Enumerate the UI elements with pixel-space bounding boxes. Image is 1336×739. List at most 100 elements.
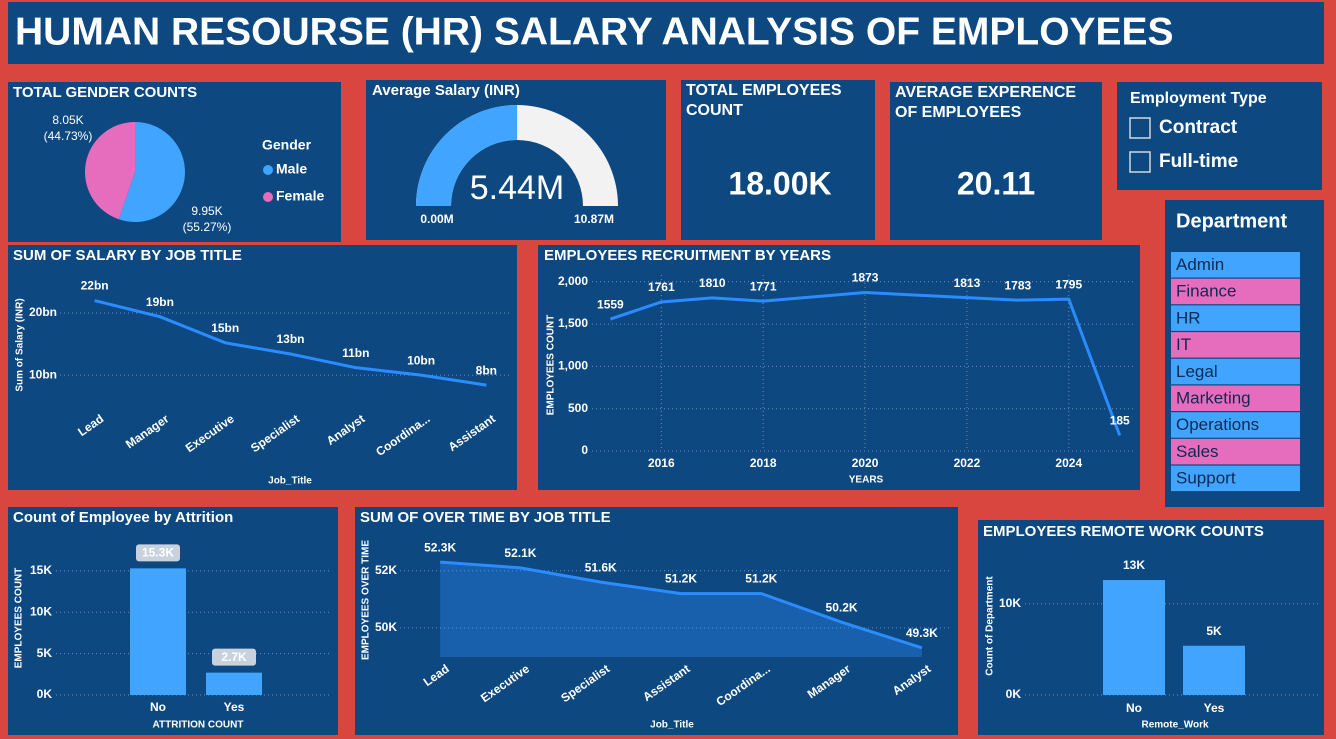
slicer-option[interactable]: Finance bbox=[1176, 282, 1236, 301]
slicer-item[interactable] bbox=[1171, 332, 1300, 358]
slicer-option[interactable]: Marketing bbox=[1176, 388, 1251, 407]
x-tick-label: Yes bbox=[224, 700, 245, 714]
gauge-value bbox=[416, 104, 518, 206]
panel bbox=[890, 82, 1102, 240]
chart-title: TOTAL GENDER COUNTS bbox=[13, 84, 197, 101]
checkbox[interactable] bbox=[1129, 151, 1151, 173]
slicer-title: Department bbox=[1176, 210, 1287, 232]
slicer-item[interactable] bbox=[1171, 412, 1300, 438]
slicer-option[interactable]: HR bbox=[1176, 308, 1201, 327]
data-label: 19bn bbox=[146, 295, 174, 309]
x-tick-label: Yes bbox=[1204, 701, 1225, 715]
y-tick-label: 0K bbox=[37, 687, 53, 701]
y-axis-title: Count of Department bbox=[985, 576, 996, 676]
gauge-value-label: 5.44M bbox=[470, 169, 565, 207]
x-tick-label: No bbox=[150, 700, 166, 714]
panel bbox=[366, 80, 666, 240]
chart-title: SUM OF OVER TIME BY JOB TITLE bbox=[360, 509, 611, 526]
panel bbox=[8, 245, 517, 490]
data-label: 1771 bbox=[750, 279, 777, 293]
pie-slice bbox=[84, 122, 135, 220]
y-tick-label: 1,000 bbox=[558, 359, 588, 373]
y-tick-label: 1,500 bbox=[558, 316, 588, 330]
x-tick-label: 2020 bbox=[852, 456, 879, 470]
data-label: 52.3K bbox=[424, 540, 456, 554]
bar bbox=[1183, 645, 1245, 695]
y-axis-title: Sum of Salary (INR) bbox=[15, 298, 26, 391]
data-label: 1795 bbox=[1055, 277, 1082, 291]
slicer-item[interactable] bbox=[1171, 252, 1300, 278]
data-label: 1810 bbox=[699, 276, 726, 290]
line bbox=[440, 560, 923, 650]
data-label-box bbox=[212, 648, 256, 666]
card-value: 20.11 bbox=[957, 165, 1035, 201]
data-label: 13K bbox=[1123, 558, 1145, 572]
pie-slice bbox=[118, 122, 186, 222]
data-label: 1559 bbox=[597, 297, 624, 311]
bar bbox=[206, 672, 262, 695]
slicer-option[interactable]: Full-time bbox=[1159, 151, 1238, 172]
y-tick-label: 10K bbox=[30, 604, 52, 618]
slicer-item[interactable] bbox=[1171, 358, 1300, 385]
card-title-box: AVERAGE EXPERENCE OF EMPLOYEES bbox=[895, 84, 1077, 121]
slicer-option[interactable]: Admin bbox=[1176, 255, 1224, 274]
y-tick-label: 500 bbox=[568, 401, 588, 415]
dashboard-title: HUMAN RESOURSE (HR) SALARY ANALYSIS OF E… bbox=[15, 10, 1174, 53]
slicer-option[interactable]: Legal bbox=[1176, 362, 1218, 381]
data-label: 8bn bbox=[476, 363, 497, 377]
x-tick-label: 2022 bbox=[954, 456, 981, 470]
chart-title: EMPLOYEES RECRUITMENT BY YEARS bbox=[544, 247, 831, 264]
y-axis-title: EMPLOYEES COUNT bbox=[14, 568, 25, 669]
gauge-min-label: 0.00M bbox=[420, 212, 453, 226]
y-tick-label: 2,000 bbox=[558, 274, 588, 288]
chart-title: SUM OF SALARY BY JOB TITLE bbox=[13, 247, 242, 264]
slicer-item[interactable] bbox=[1171, 305, 1300, 331]
data-label: 8.05K bbox=[52, 113, 83, 127]
slicer-option[interactable]: Sales bbox=[1176, 442, 1219, 461]
data-label: 51.6K bbox=[585, 560, 617, 574]
y-tick-label: 50K bbox=[375, 620, 397, 634]
x-axis-title: Job_Title bbox=[650, 720, 694, 731]
data-label: 2.7K bbox=[221, 650, 247, 664]
y-axis-title: EMPLOYEES COUNT bbox=[546, 315, 557, 416]
slicer-option[interactable]: IT bbox=[1176, 335, 1191, 354]
slicer-option[interactable]: Support bbox=[1176, 469, 1236, 488]
slicer-item[interactable] bbox=[1171, 465, 1300, 492]
data-label: 11bn bbox=[342, 346, 369, 360]
chart-title: EMPLOYEES REMOTE WORK COUNTS bbox=[983, 523, 1264, 540]
y-tick-label: 20bn bbox=[29, 305, 57, 319]
y-tick-label: 10bn bbox=[29, 367, 57, 381]
card-value: 18.00K bbox=[728, 165, 831, 201]
data-label: 52.1K bbox=[504, 546, 536, 560]
x-tick-label: 2018 bbox=[750, 456, 777, 470]
card-title: AVERAGE EXPERENCE OF EMPLOYEES bbox=[895, 84, 1077, 121]
data-label: 10bn bbox=[407, 353, 435, 367]
data-label: 5K bbox=[1206, 624, 1222, 638]
data-label: 51.2K bbox=[665, 572, 697, 586]
y-tick-label: 10K bbox=[999, 596, 1021, 610]
data-label-box bbox=[136, 544, 180, 562]
area bbox=[440, 562, 922, 657]
legend-label: Male bbox=[276, 161, 307, 177]
slicer-item[interactable] bbox=[1171, 438, 1300, 465]
y-axis-title: EMPLOYEES OVER TIME bbox=[361, 540, 372, 660]
checkbox[interactable] bbox=[1129, 117, 1151, 139]
legend-marker bbox=[263, 165, 273, 175]
slicer-option[interactable]: Contract bbox=[1159, 117, 1238, 138]
slicer-item[interactable] bbox=[1171, 278, 1300, 305]
slicer-option[interactable]: Operations bbox=[1176, 415, 1259, 434]
y-tick-label: 15K bbox=[30, 563, 52, 577]
x-tick-label: 2024 bbox=[1055, 456, 1082, 470]
x-axis-title: Remote_Work bbox=[1141, 720, 1208, 731]
chart-title: Average Salary (INR) bbox=[372, 82, 520, 99]
bar bbox=[130, 568, 186, 695]
y-tick-label: 5K bbox=[37, 646, 53, 660]
panel bbox=[1117, 82, 1322, 190]
data-label: 49.3K bbox=[906, 626, 938, 640]
y-tick-label: 0 bbox=[581, 443, 588, 457]
data-label: 1873 bbox=[852, 271, 879, 285]
data-label: 15bn bbox=[211, 321, 239, 335]
data-label: 13bn bbox=[276, 332, 304, 346]
slicer-item[interactable] bbox=[1171, 385, 1300, 412]
